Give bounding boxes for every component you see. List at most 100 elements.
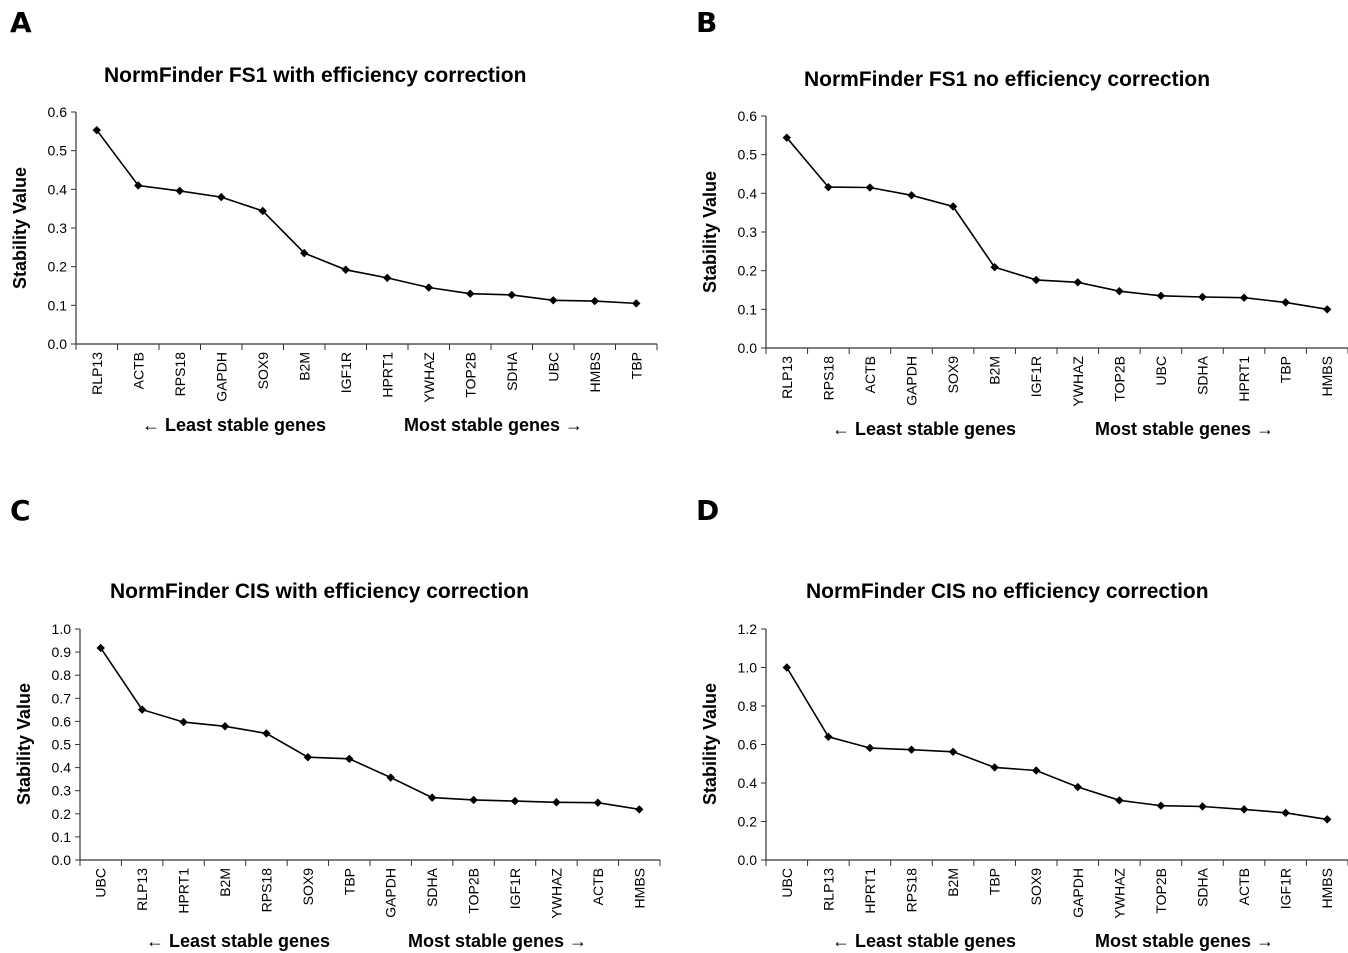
line-chart: 0.0 0.1 0.2 0.3 0.4 0.5 0.6 0.7 0.8 0.9 1.0 UBC RLP1… xyxy=(14,621,661,919)
data-point xyxy=(258,206,267,216)
data-point xyxy=(632,299,641,308)
least-stable-label: ← Least stable genes xyxy=(146,931,331,951)
data-point xyxy=(345,754,354,764)
y-tick-label: 0.1 xyxy=(52,829,72,845)
most-stable-label: Most stable genes → xyxy=(408,931,588,951)
x-tick-label: HPRT1 xyxy=(379,352,395,398)
chart-title: NormFinder CIS with efficiency correctio… xyxy=(110,580,529,603)
x-tick-label: YWHAZ xyxy=(548,868,564,919)
x-tick-label: ACTB xyxy=(1236,868,1252,905)
x-tick-label: UBC xyxy=(779,868,795,898)
series-line xyxy=(786,667,1328,821)
x-tick-label: GAPDH xyxy=(383,868,399,918)
chart-panel-c: C NormFinder CIS with efficiency correct… xyxy=(0,476,674,952)
data-point xyxy=(96,643,105,653)
series-line xyxy=(100,647,640,811)
data-point xyxy=(341,265,350,274)
y-tick-label: 0.6 xyxy=(738,737,758,753)
x-tick-label: SDHA xyxy=(504,351,520,391)
x-tick-label: SOX9 xyxy=(255,352,271,390)
data-point xyxy=(907,191,916,200)
y-tick-label: 0.2 xyxy=(738,814,758,830)
data-point xyxy=(1281,808,1290,818)
x-tick-label: SOX9 xyxy=(945,356,961,394)
x-tick-label: HMBS xyxy=(587,352,603,392)
x-tick-label: SDHA xyxy=(1195,867,1211,907)
data-point xyxy=(1115,286,1124,296)
data-point xyxy=(137,705,147,714)
data-point xyxy=(134,181,143,190)
x-tick-label: TBP xyxy=(1278,356,1294,383)
y-axis-label: Stability Value xyxy=(10,167,30,289)
data-point xyxy=(1323,815,1332,824)
data-point xyxy=(1156,291,1166,300)
x-tick-label: UBC xyxy=(545,352,561,382)
least-stable-label: ← Least stable genes xyxy=(142,415,327,435)
data-point xyxy=(635,805,644,814)
x-tick-label: TOP2B xyxy=(1111,356,1127,402)
x-tick-label: TBP xyxy=(987,868,1003,895)
x-tick-label: GAPDH xyxy=(213,352,229,402)
y-tick-label: 0.5 xyxy=(48,143,68,159)
y-tick-label: 0.3 xyxy=(48,220,68,236)
x-tick-label: ACTB xyxy=(590,868,606,905)
most-stable-label: Most stable genes → xyxy=(404,415,584,435)
y-tick-label: 0.4 xyxy=(738,775,758,791)
data-point xyxy=(1073,278,1082,287)
most-stable-label: Most stable genes → xyxy=(1095,419,1275,439)
least-stable-label: ← Least stable genes xyxy=(832,419,1017,439)
series-line xyxy=(786,137,1328,311)
y-tick-label: 0.5 xyxy=(52,737,72,753)
data-point xyxy=(383,273,392,283)
y-tick-label: 0.9 xyxy=(52,644,72,660)
data-point xyxy=(865,743,875,753)
data-point xyxy=(907,745,916,754)
data-point xyxy=(948,202,958,211)
data-point xyxy=(1073,782,1082,792)
x-tick-label: YWHAZ xyxy=(421,352,437,403)
panel-label: B xyxy=(696,6,718,39)
x-tick-label: B2M xyxy=(987,356,1003,385)
data-point xyxy=(1323,305,1332,314)
x-tick-label: HMBS xyxy=(631,868,647,908)
y-tick-label: 0.1 xyxy=(48,297,68,313)
y-tick-label: 0.7 xyxy=(52,690,72,706)
x-tick-label: UBC xyxy=(93,868,109,898)
x-tick-label: TOP2B xyxy=(1153,868,1169,914)
data-point xyxy=(1281,298,1290,307)
x-tick-label: HPRT1 xyxy=(176,868,192,914)
data-point xyxy=(549,296,558,305)
least-stable-label: ← Least stable genes xyxy=(832,931,1017,951)
x-tick-label: B2M xyxy=(217,868,233,897)
data-point xyxy=(782,663,791,672)
data-point xyxy=(175,186,184,196)
data-point xyxy=(424,283,433,292)
panel-label: C xyxy=(10,494,31,527)
data-point xyxy=(1198,292,1207,302)
data-point xyxy=(507,290,516,300)
x-tick-label: TBP xyxy=(341,868,357,895)
most-stable-label: Most stable genes → xyxy=(1095,931,1275,951)
y-tick-label: 0.0 xyxy=(48,336,68,352)
y-axis-label: Stability Value xyxy=(700,683,720,805)
x-tick-label: SOX9 xyxy=(1028,868,1044,906)
y-axis-label: Stability Value xyxy=(700,171,720,293)
x-tick-label: ACTB xyxy=(130,352,146,389)
y-tick-label: 1.0 xyxy=(738,660,758,676)
y-tick-label: 0.2 xyxy=(48,259,68,275)
y-tick-label: 0.6 xyxy=(48,104,68,120)
data-point xyxy=(1239,805,1249,814)
x-tick-label: TOP2B xyxy=(466,868,482,914)
x-tick-label: B2M xyxy=(945,868,961,897)
data-point xyxy=(948,747,958,757)
data-point xyxy=(92,125,101,135)
y-tick-label: 0.3 xyxy=(52,783,72,799)
x-tick-label: SDHA xyxy=(424,867,440,907)
data-point xyxy=(427,793,437,802)
x-tick-label: ACTB xyxy=(862,356,878,393)
x-tick-label: IGF1R xyxy=(507,868,523,909)
x-tick-label: HPRT1 xyxy=(862,868,878,914)
chart-title: NormFinder FS1 with efficiency correctio… xyxy=(104,64,527,87)
y-tick-label: 0.3 xyxy=(738,224,758,240)
data-point xyxy=(1032,275,1041,285)
